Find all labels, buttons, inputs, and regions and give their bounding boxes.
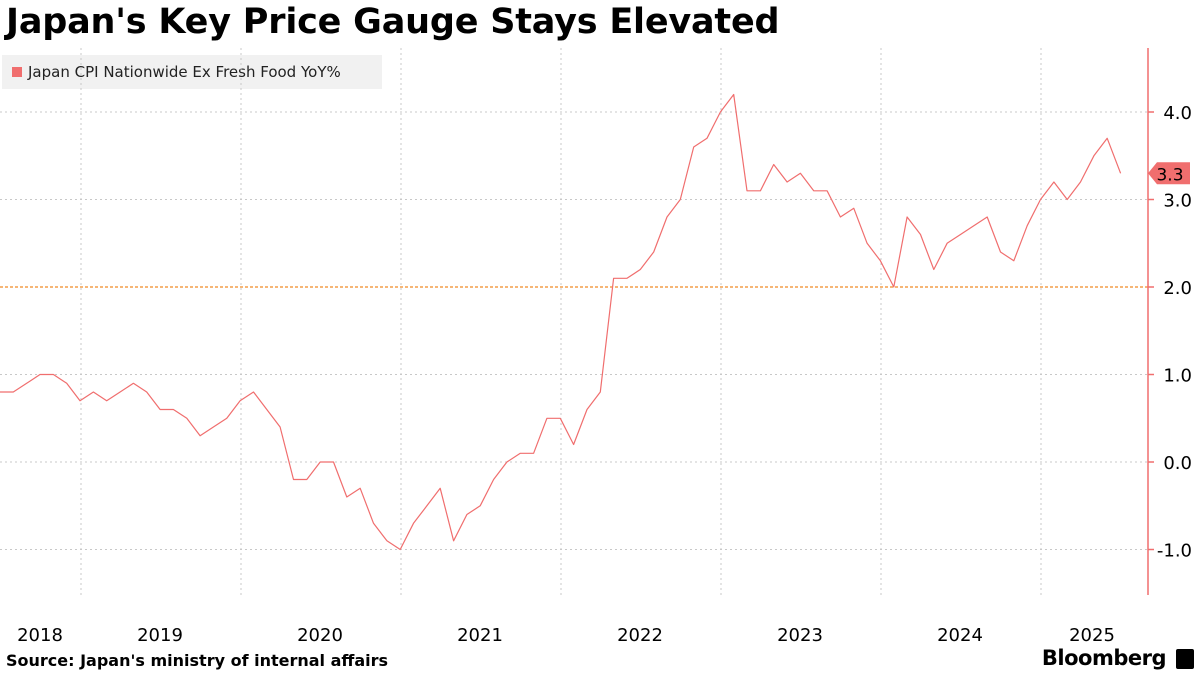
x-tick-label: 2020: [297, 625, 343, 646]
x-tick-label: 2025: [1069, 625, 1115, 646]
legend-label: Japan CPI Nationwide Ex Fresh Food YoY%: [28, 63, 341, 81]
y-tick-label: 4.0: [1163, 103, 1192, 124]
source-note: Source: Japan's ministry of internal aff…: [6, 651, 389, 670]
brand-logo: Bloomberg: [1041, 646, 1167, 670]
series-line: [0, 93, 1122, 551]
chart-title: Japan's Key Price Gauge Stays Elevated: [6, 2, 780, 42]
y-tick-label: 0.0: [1163, 453, 1192, 474]
x-tick-label: 2024: [937, 625, 983, 646]
y-tick-label: 1.0: [1163, 366, 1192, 387]
x-tick-label: 2023: [777, 625, 823, 646]
y-tick-label: -1.0: [1157, 541, 1192, 562]
x-tick-label: 2022: [617, 625, 663, 646]
bloomberg-icon: [1176, 649, 1194, 669]
x-tick-label: 2018: [17, 625, 63, 646]
legend: Japan CPI Nationwide Ex Fresh Food YoY%: [2, 55, 382, 89]
last-value-badge: [1148, 162, 1190, 185]
last-value-label: 3.3: [1156, 165, 1183, 185]
y-tick-label: 2.0: [1163, 278, 1192, 299]
x-tick-label: 2021: [457, 625, 503, 646]
legend-swatch: [12, 67, 22, 77]
y-tick-label: 3.0: [1163, 191, 1192, 212]
x-tick-label: 2019: [137, 625, 183, 646]
